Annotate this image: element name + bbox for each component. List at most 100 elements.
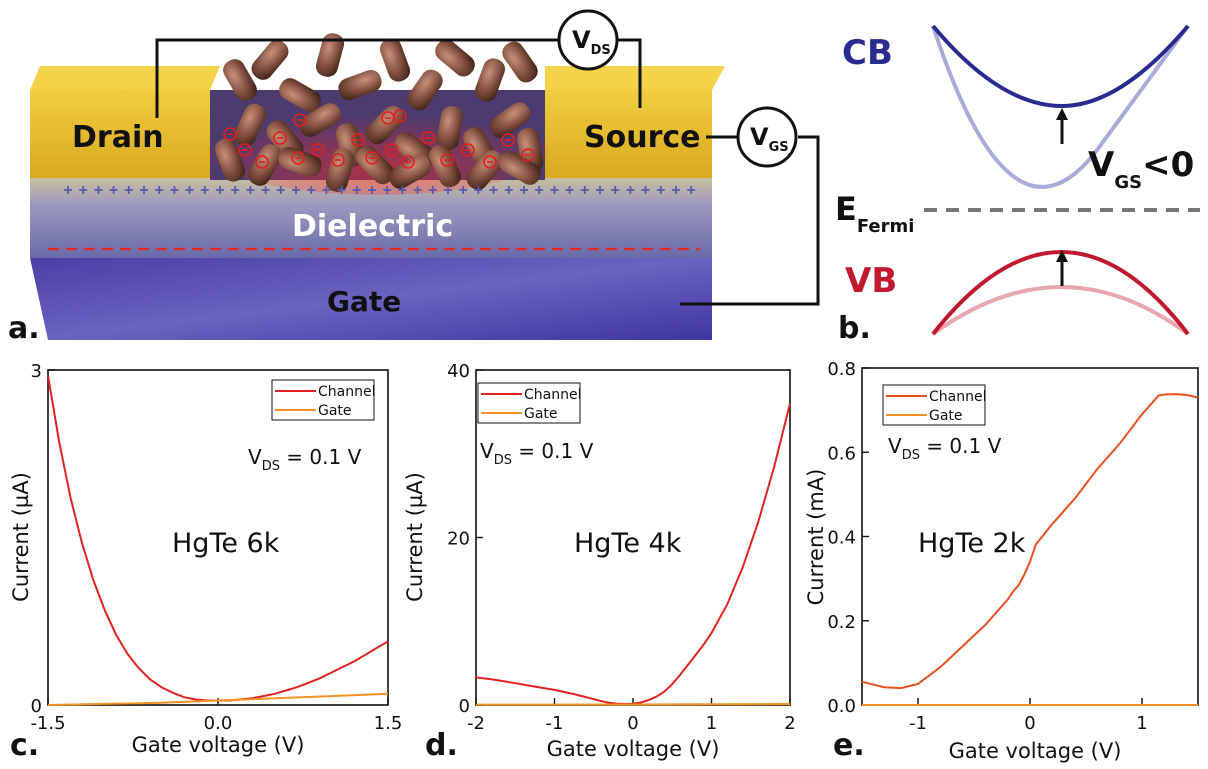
- panel-label: c.: [10, 728, 39, 763]
- vds-main: V: [480, 439, 494, 463]
- nanocrystal-rod: [489, 102, 531, 138]
- electron-charge: [273, 131, 287, 145]
- electron-charge: [483, 155, 497, 169]
- vds-annotation: VDS = 0.1 V: [480, 439, 594, 468]
- legend-box: [882, 384, 986, 426]
- vb-label: VB: [845, 261, 897, 301]
- x-tick-label: 2: [784, 713, 795, 734]
- nanocrystal-rod: [355, 145, 395, 185]
- legend-label: Gate: [929, 408, 963, 424]
- electron-charge: [401, 155, 415, 169]
- vds-sub: DS: [262, 459, 280, 474]
- legend: Channel Gate: [271, 379, 375, 421]
- electron-charge: [421, 131, 435, 145]
- x-axis-label: Gate voltage (V): [132, 733, 305, 757]
- drain-contact-top: [30, 66, 220, 90]
- vb-curve-unbiased: [931, 285, 1190, 336]
- nanocrystal-rod: [502, 41, 538, 83]
- chart-panel-e: -1 0 1 0.0 0.2 0.4 0.6 0.8 Channel Gate VDS = 0.1 …: [804, 359, 1199, 763]
- nanocrystal-rod: [466, 150, 504, 190]
- source-label: Source: [584, 120, 701, 155]
- x-axis-label: Gate voltage (V): [949, 739, 1122, 763]
- nanocrystal-rod: [278, 146, 322, 178]
- cb-curve-biased: [931, 24, 1190, 109]
- electron-charge: [393, 109, 407, 123]
- electron-charge: [255, 155, 269, 169]
- gate-layer: [30, 258, 712, 340]
- y-tick-label: 0.2: [827, 612, 856, 633]
- nanocrystal-rod: [315, 33, 345, 77]
- nanocrystal-rod: [389, 155, 431, 189]
- y-tick-label: 3: [31, 361, 42, 382]
- band-diagram: CB VB EFermi VGS<0 b.: [835, 24, 1200, 346]
- nanocrystal-rod: [436, 106, 464, 150]
- y-tick-label: 0: [459, 696, 470, 717]
- legend-label: Gate: [318, 403, 352, 419]
- vds-meter-label: VDS: [572, 26, 611, 58]
- vgs-meter-label: VGS: [750, 123, 789, 155]
- electron-charge: [351, 133, 365, 147]
- vds-annotation: VDS = 0.1 V: [888, 434, 1002, 463]
- device-schematic: VDS VGS Drain Source Dielectric Gate a.: [8, 9, 820, 346]
- nanocrystal-rod: [499, 151, 541, 185]
- nanocrystal-rod: [251, 40, 289, 80]
- legend-label: Channel: [524, 387, 581, 403]
- channel-glow: [208, 105, 548, 195]
- y-axis-label: Current (µA): [9, 472, 33, 602]
- x-tick-label: 0.0: [204, 713, 233, 734]
- y-axis-label: Current (mA): [804, 469, 828, 606]
- legend: Channel Gate: [477, 382, 581, 424]
- electron-charge: [311, 143, 325, 157]
- cb-label: CB: [842, 33, 893, 73]
- nanocrystal-rod: [214, 138, 246, 182]
- vds-rest: = 0.1 V: [280, 445, 362, 469]
- vds-main: V: [248, 445, 262, 469]
- x-axis-label: Gate voltage (V): [547, 737, 720, 761]
- y-tick-label: 0.6: [827, 443, 856, 464]
- x-tick-label: -2: [467, 713, 485, 734]
- series-line-gate: [47, 692, 389, 706]
- electron-charge: [293, 113, 307, 127]
- panel-label: d.: [425, 728, 458, 763]
- legend-label: Channel: [318, 384, 375, 400]
- electron-charge: [385, 143, 399, 157]
- series-line-channel: [861, 393, 1199, 690]
- vgs-wire-right: [680, 135, 820, 306]
- vds-sub: DS: [902, 448, 920, 463]
- cb-curve-unbiased: [931, 24, 1190, 189]
- nanocrystal-rod: [435, 39, 475, 77]
- x-tick-label: -1: [546, 713, 564, 734]
- y-axis-label: Current (µA): [403, 472, 427, 602]
- y-tick-label: 0.4: [827, 528, 856, 549]
- y-tick-label: 0.0: [827, 696, 856, 717]
- legend-label: Channel: [929, 389, 986, 405]
- y-tick-label: 40: [447, 361, 470, 382]
- y-tick-label: 0.8: [827, 359, 856, 380]
- vds-sub: DS: [494, 453, 512, 468]
- nanocrystal-rod: [223, 59, 257, 101]
- vds-wire-right: [618, 38, 642, 108]
- vds-annotation: VDS = 0.1 V: [248, 445, 362, 474]
- y-tick-label: 20: [447, 529, 470, 550]
- nanocrystal-rod: [325, 148, 355, 192]
- electron-charge: [440, 153, 454, 167]
- vds-meter: [557, 9, 619, 71]
- nanocrystal-rod: [248, 144, 282, 186]
- x-tick-label: -1.5: [30, 713, 65, 734]
- vgs-condition-label: VGS<0: [1088, 145, 1194, 193]
- source-contact: [545, 90, 712, 178]
- electron-charge: [331, 153, 345, 167]
- nanocrystal-rod: [234, 103, 266, 147]
- x-tick-label: -1: [909, 713, 927, 734]
- x-tick-label: 1: [706, 713, 717, 734]
- legend-box: [271, 379, 375, 421]
- legend: Channel Gate: [882, 384, 986, 426]
- y-tick-label: 0: [31, 696, 42, 717]
- drain-contact: [30, 90, 210, 178]
- vb-arrow-head: [1056, 250, 1068, 262]
- panel-a-label: a.: [8, 311, 40, 346]
- chart-panel-c: -1.5 0.0 1.5 0 3 Channel Gate VDS = 0.1 V HgTe 6…: [9, 361, 402, 763]
- sample-annotation: HgTe 2k: [918, 528, 1026, 559]
- cb-arrow-head: [1056, 108, 1068, 120]
